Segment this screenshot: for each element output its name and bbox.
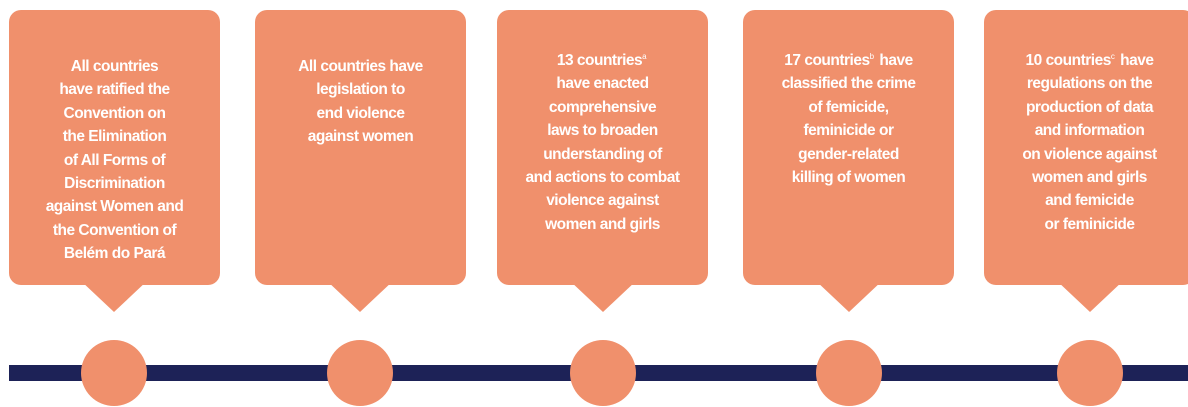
pointers [80, 280, 1124, 406]
callout-line: the Elimination [62, 128, 167, 146]
callout-line: All countries [70, 58, 159, 75]
callout-text: have [1120, 52, 1154, 69]
callout-line: Convention on [63, 104, 167, 122]
callout-line: end violence [316, 104, 405, 122]
callout-line: laws to broaden [547, 122, 658, 140]
callout-line: Belém do Pará [63, 245, 166, 263]
node [1057, 340, 1123, 406]
callout-first-line: 17 countriesb have [743, 45, 954, 72]
node [327, 340, 393, 406]
pointer [80, 280, 148, 312]
callout-line: and femicide [1045, 192, 1134, 210]
callout-line: the Convention of [52, 221, 177, 239]
callout-lead: 10 countries [1025, 52, 1112, 69]
callout-line: and information [1034, 122, 1145, 140]
footnote-mark: b [869, 52, 874, 61]
callout-line: Discrimination [64, 175, 165, 193]
node [81, 340, 147, 406]
footnote-mark: a [642, 52, 647, 61]
callout-box: All countries have legislation to end viol… [255, 10, 466, 285]
callout-line: of All Forms of [63, 151, 166, 169]
callout-line: women and girls [545, 215, 660, 233]
callout-line: regulations on the [1026, 75, 1153, 93]
callout-line: All countries have [298, 58, 423, 75]
callout-line: have enacted [556, 75, 649, 93]
callout-first-line: 10 countriesc have [984, 45, 1188, 72]
callout-line: feminicide or [803, 122, 894, 140]
callout-line: classified the crime [781, 75, 916, 93]
callout-first-line: 13 countriesa [497, 45, 708, 72]
callout-line: killing of women [791, 169, 906, 187]
callout-line: understanding of [543, 145, 662, 163]
pointer [815, 280, 883, 312]
callout-lead: 13 countries [556, 52, 643, 69]
callout-line: of femicide, [808, 98, 889, 116]
callout-text: have [879, 52, 913, 69]
callout-line: production of data [1025, 98, 1154, 116]
callout-line: have ratified the [59, 81, 170, 99]
callout-lead: 17 countries [784, 52, 870, 69]
node [570, 340, 636, 406]
callout-line: violence against [546, 192, 659, 210]
callout-line: women and girls [1032, 169, 1147, 187]
pointer [569, 280, 637, 312]
footnote-mark: c [1110, 52, 1115, 61]
callout-line: on violence against [1022, 145, 1157, 163]
callout-line: against women [307, 128, 414, 146]
callout-line: and actions to combat [525, 169, 681, 187]
callout-line: against Women and [45, 198, 184, 216]
node [816, 340, 882, 406]
pointer [326, 280, 394, 312]
callout-box: 13 countriesa have enacted comprehensive la… [497, 10, 708, 285]
callout-box: 10 countriesc have regulations on the prod… [984, 10, 1188, 285]
callout-box: All countries have ratified the Convention… [9, 10, 220, 285]
callout-line: or feminicide [1044, 215, 1135, 233]
callout-line: legislation to [316, 81, 405, 99]
callout-line: comprehensive [548, 98, 657, 116]
pointer [1056, 280, 1124, 312]
callout-line: gender-related [798, 145, 899, 163]
callout-box: 17 countriesb have classified the crime of… [743, 10, 954, 285]
